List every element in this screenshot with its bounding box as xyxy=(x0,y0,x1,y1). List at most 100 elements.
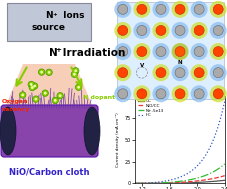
Circle shape xyxy=(191,43,208,60)
Circle shape xyxy=(175,46,185,57)
Circle shape xyxy=(133,22,150,39)
NiO/CC xyxy=(177,181,180,184)
Text: source: source xyxy=(32,23,66,33)
IrC xyxy=(182,174,185,177)
Circle shape xyxy=(156,89,166,99)
CC xyxy=(176,182,179,184)
CC xyxy=(221,179,224,182)
Text: N: N xyxy=(45,12,53,20)
N+-5e13 xyxy=(177,180,180,183)
Circle shape xyxy=(156,68,166,78)
Circle shape xyxy=(194,26,204,36)
NiO/CC xyxy=(207,178,210,180)
N+-5e13 xyxy=(134,182,136,184)
FancyBboxPatch shape xyxy=(7,3,91,41)
Circle shape xyxy=(73,73,76,76)
Circle shape xyxy=(172,85,189,102)
Circle shape xyxy=(133,1,150,18)
Circle shape xyxy=(40,71,43,74)
Circle shape xyxy=(210,22,227,39)
IrC xyxy=(134,182,136,184)
Circle shape xyxy=(118,89,128,99)
Circle shape xyxy=(118,46,128,57)
Circle shape xyxy=(33,85,36,87)
Circle shape xyxy=(29,84,35,91)
Circle shape xyxy=(172,64,189,81)
Circle shape xyxy=(156,26,166,36)
Circle shape xyxy=(194,68,204,78)
N+-5e13 xyxy=(176,180,179,183)
Circle shape xyxy=(38,69,45,75)
Circle shape xyxy=(73,68,79,74)
Circle shape xyxy=(175,26,185,36)
FancyBboxPatch shape xyxy=(1,105,98,157)
Circle shape xyxy=(21,94,24,96)
NiO/CC xyxy=(182,181,185,183)
Circle shape xyxy=(118,68,128,78)
Circle shape xyxy=(137,26,147,36)
Circle shape xyxy=(54,99,57,102)
NiO/CC xyxy=(223,175,226,177)
Circle shape xyxy=(28,81,35,88)
Circle shape xyxy=(42,90,48,96)
Circle shape xyxy=(194,46,204,57)
CC xyxy=(187,182,190,184)
Circle shape xyxy=(114,43,131,60)
N+-5e13 xyxy=(187,179,190,181)
Circle shape xyxy=(172,43,189,60)
CC xyxy=(207,181,210,183)
Circle shape xyxy=(75,84,82,90)
Circle shape xyxy=(57,93,63,99)
Text: vacancy: vacancy xyxy=(2,106,30,112)
Circle shape xyxy=(191,85,208,102)
Circle shape xyxy=(153,1,169,18)
N+-5e13 xyxy=(221,165,224,167)
CC xyxy=(223,179,226,181)
Circle shape xyxy=(213,89,223,99)
Ellipse shape xyxy=(84,107,100,155)
Line: IrC: IrC xyxy=(135,101,225,183)
CC xyxy=(177,182,180,184)
Circle shape xyxy=(175,68,185,78)
Circle shape xyxy=(71,71,78,77)
Circle shape xyxy=(172,1,189,18)
Circle shape xyxy=(118,4,128,14)
Circle shape xyxy=(30,83,33,86)
NiO/CC xyxy=(221,175,224,177)
Circle shape xyxy=(44,92,47,94)
Circle shape xyxy=(46,69,52,76)
Ellipse shape xyxy=(0,107,16,155)
Circle shape xyxy=(59,94,62,97)
Text: N dopant: N dopant xyxy=(83,95,115,101)
Circle shape xyxy=(133,85,150,102)
Text: Oxygen: Oxygen xyxy=(2,99,29,105)
Circle shape xyxy=(48,71,50,74)
Circle shape xyxy=(213,68,223,78)
Circle shape xyxy=(175,89,185,99)
IrC xyxy=(176,177,179,179)
Circle shape xyxy=(20,92,26,98)
Circle shape xyxy=(213,26,223,36)
CC xyxy=(182,182,185,184)
Text: N: N xyxy=(49,48,58,58)
Circle shape xyxy=(133,43,150,60)
Circle shape xyxy=(77,86,80,89)
Circle shape xyxy=(114,22,131,39)
N+-5e13 xyxy=(182,180,185,182)
NiO/CC xyxy=(134,182,136,184)
Circle shape xyxy=(31,86,34,89)
FancyBboxPatch shape xyxy=(117,2,224,99)
N+-5e13 xyxy=(207,173,210,175)
Circle shape xyxy=(213,46,223,57)
Circle shape xyxy=(210,85,227,102)
Circle shape xyxy=(191,1,208,18)
Circle shape xyxy=(74,69,77,72)
Line: CC: CC xyxy=(135,180,225,183)
Circle shape xyxy=(156,4,166,14)
Circle shape xyxy=(33,96,39,102)
Polygon shape xyxy=(6,64,92,105)
N+-5e13 xyxy=(223,163,226,165)
Circle shape xyxy=(114,85,131,102)
Circle shape xyxy=(35,98,37,101)
Circle shape xyxy=(210,1,227,18)
